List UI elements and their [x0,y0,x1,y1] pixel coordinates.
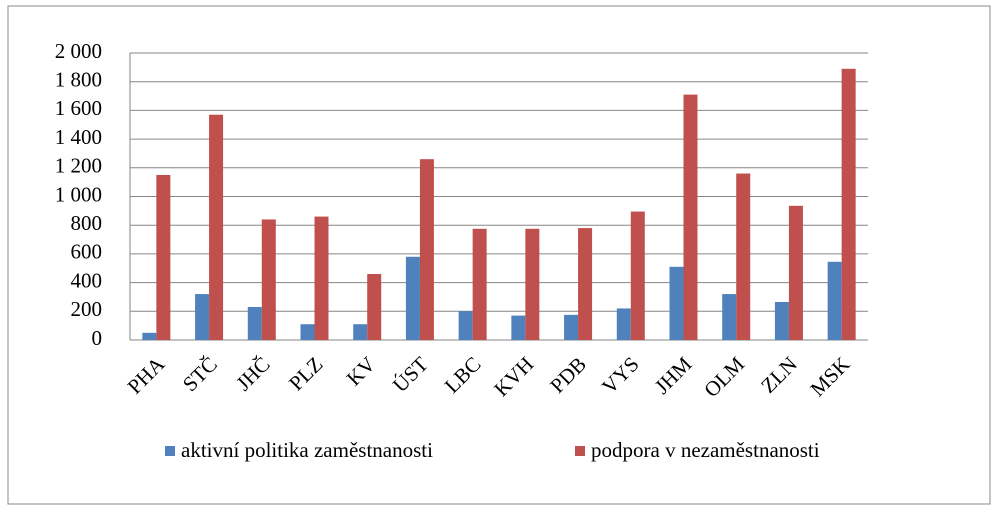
legend-swatch [165,446,175,456]
bar [247,306,262,340]
bar [736,173,751,340]
bar [300,324,315,340]
y-tick-label: 1 800 [55,68,102,92]
y-tick-label: 800 [71,211,103,235]
bar [564,314,579,340]
bar [314,216,329,340]
bar [578,228,593,340]
legend-swatch [575,446,585,456]
bar [722,294,737,340]
bar [630,211,645,340]
bar [616,308,631,340]
bar [788,205,803,340]
bar [195,294,210,340]
bar [458,311,473,340]
y-tick-label: 600 [71,240,103,264]
legend-label: aktivní politika zaměstnanosti [181,438,433,462]
bar [683,94,698,341]
bar [142,332,157,340]
y-tick-label: 1 600 [55,96,102,120]
y-tick-label: 400 [71,268,103,292]
bar [367,273,382,340]
bar [669,266,684,340]
y-tick-label: 0 [92,326,103,350]
bar [419,159,434,340]
y-tick-label: 1 400 [55,125,102,149]
chart-frame [7,5,991,505]
bar [774,301,789,340]
legend-label: podpora v nezaměstnanosti [591,438,820,462]
bar [405,256,420,340]
bar [827,261,842,340]
bar [156,174,171,340]
bar [511,315,526,340]
y-tick-label: 2 000 [55,39,102,63]
bar [209,114,224,340]
bar [353,324,368,340]
bar [841,68,856,340]
y-tick-label: 200 [71,297,103,321]
y-tick-label: 1 000 [55,182,102,206]
bar [261,219,276,340]
bar [525,228,540,340]
y-tick-label: 1 200 [55,154,102,178]
bar [472,228,487,340]
